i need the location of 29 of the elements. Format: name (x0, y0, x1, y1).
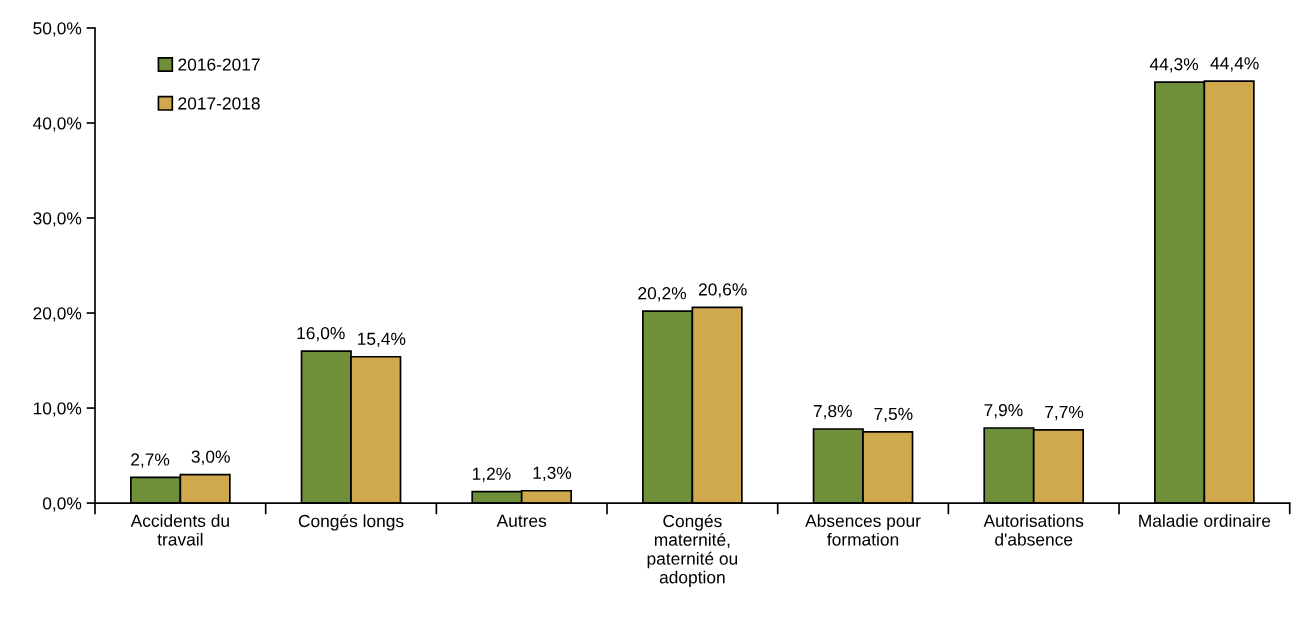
data-label: 7,7% (1045, 405, 1084, 421)
data-label: 1,2% (472, 467, 511, 482)
x-tick-label: Congés maternité, paternité ou adoption (647, 514, 738, 587)
x-tick-label: Maladie ordinaire (1139, 514, 1271, 527)
x-tick-label: Autres (496, 514, 547, 527)
y-tick-label: 20,0% (33, 307, 82, 322)
data-label: 1,3% (533, 466, 572, 482)
data-label: 2,7% (131, 453, 170, 468)
data-label: 3,0% (191, 450, 230, 465)
legend-label: 2016-2017 (178, 58, 260, 71)
data-label: 44,4% (1210, 57, 1259, 72)
y-tick-label: 10,0% (33, 402, 82, 417)
data-label: 7,8% (813, 404, 852, 420)
data-label: 44,3% (1149, 58, 1199, 73)
y-tick-label: 50,0% (33, 22, 82, 37)
data-label: 15,4% (358, 332, 406, 348)
x-tick-label: Congés longs (298, 514, 404, 531)
y-tick-label: 40,0% (33, 117, 82, 132)
legend-label: 2017-2018 (178, 97, 260, 110)
data-label: 20,2% (638, 287, 687, 302)
y-tick-label: 30,0% (33, 212, 82, 227)
x-tick-label: Autorisations d'absence (983, 514, 1084, 546)
y-tick-label: 0,0% (42, 497, 82, 512)
data-label: 16,0% (297, 326, 345, 342)
x-tick-label: Absences pour formation (805, 514, 921, 546)
data-label: 7,5% (874, 407, 913, 423)
data-label: 20,6% (698, 283, 747, 298)
x-tick-label: Accidents du travail (130, 514, 229, 546)
data-label: 7,9% (984, 403, 1023, 419)
